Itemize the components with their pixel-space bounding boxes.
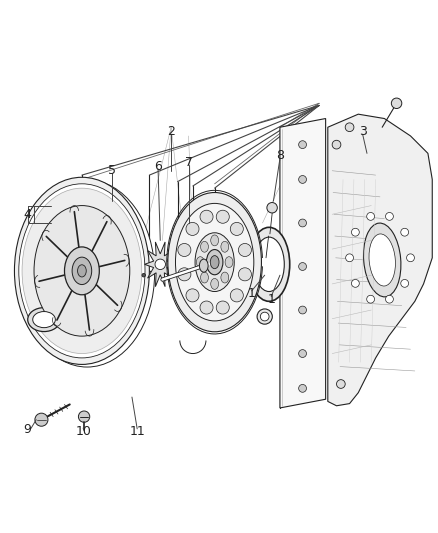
Ellipse shape [64, 247, 99, 295]
Circle shape [299, 350, 307, 358]
Circle shape [346, 254, 353, 262]
Circle shape [351, 279, 359, 287]
Circle shape [299, 263, 307, 270]
Text: 1: 1 [267, 293, 275, 305]
Ellipse shape [19, 184, 145, 358]
Ellipse shape [178, 251, 194, 278]
Ellipse shape [178, 244, 191, 256]
Ellipse shape [34, 206, 130, 336]
Circle shape [299, 141, 307, 149]
Ellipse shape [186, 289, 199, 302]
Ellipse shape [20, 180, 155, 367]
Circle shape [351, 228, 359, 236]
Ellipse shape [216, 210, 229, 223]
Circle shape [336, 379, 345, 389]
Text: 3: 3 [359, 125, 367, 138]
Text: 7: 7 [184, 156, 193, 168]
Circle shape [78, 411, 90, 422]
Ellipse shape [210, 256, 219, 269]
Circle shape [385, 295, 393, 303]
Ellipse shape [221, 241, 229, 252]
Polygon shape [328, 114, 432, 406]
Ellipse shape [206, 249, 223, 275]
Circle shape [299, 384, 307, 392]
Circle shape [155, 259, 166, 270]
Ellipse shape [200, 301, 213, 314]
Ellipse shape [28, 308, 60, 332]
Ellipse shape [221, 272, 229, 283]
Circle shape [401, 279, 409, 287]
Circle shape [345, 123, 354, 132]
Ellipse shape [174, 245, 198, 284]
Ellipse shape [33, 312, 55, 328]
Ellipse shape [260, 312, 269, 321]
Ellipse shape [238, 244, 251, 256]
Ellipse shape [211, 235, 219, 246]
Circle shape [299, 306, 307, 314]
Text: 1: 1 [248, 287, 256, 300]
Ellipse shape [216, 301, 229, 314]
Ellipse shape [176, 204, 254, 321]
Circle shape [367, 213, 374, 220]
Ellipse shape [254, 237, 284, 292]
Ellipse shape [211, 278, 219, 289]
Ellipse shape [186, 222, 199, 236]
Polygon shape [145, 242, 176, 287]
Ellipse shape [230, 289, 244, 302]
Text: 8: 8 [276, 149, 284, 162]
Ellipse shape [201, 272, 208, 283]
Circle shape [385, 213, 393, 220]
Text: 10: 10 [75, 425, 91, 438]
Ellipse shape [22, 188, 142, 353]
Circle shape [332, 140, 341, 149]
Ellipse shape [238, 268, 251, 281]
Ellipse shape [200, 210, 213, 223]
Circle shape [142, 273, 145, 277]
Ellipse shape [201, 241, 208, 252]
Ellipse shape [257, 309, 272, 324]
Ellipse shape [14, 177, 149, 365]
Ellipse shape [178, 268, 191, 281]
Circle shape [391, 98, 402, 109]
Circle shape [299, 175, 307, 183]
Circle shape [299, 219, 307, 227]
Ellipse shape [196, 257, 204, 268]
Ellipse shape [364, 223, 401, 297]
Text: 2: 2 [167, 125, 175, 138]
Ellipse shape [78, 265, 86, 277]
Text: 11: 11 [129, 425, 145, 438]
Text: 5: 5 [108, 164, 117, 177]
Ellipse shape [230, 222, 244, 236]
Circle shape [406, 254, 414, 262]
Circle shape [401, 228, 409, 236]
Text: 6: 6 [154, 160, 162, 173]
Polygon shape [280, 118, 325, 408]
Ellipse shape [248, 228, 290, 301]
Circle shape [35, 413, 48, 426]
Ellipse shape [72, 257, 92, 285]
Ellipse shape [225, 257, 233, 268]
Ellipse shape [195, 233, 234, 292]
Ellipse shape [168, 192, 261, 332]
Ellipse shape [369, 234, 396, 286]
Circle shape [267, 203, 277, 213]
Ellipse shape [199, 259, 208, 272]
Text: 9: 9 [24, 423, 32, 436]
Circle shape [367, 295, 374, 303]
Text: 4: 4 [24, 208, 32, 221]
